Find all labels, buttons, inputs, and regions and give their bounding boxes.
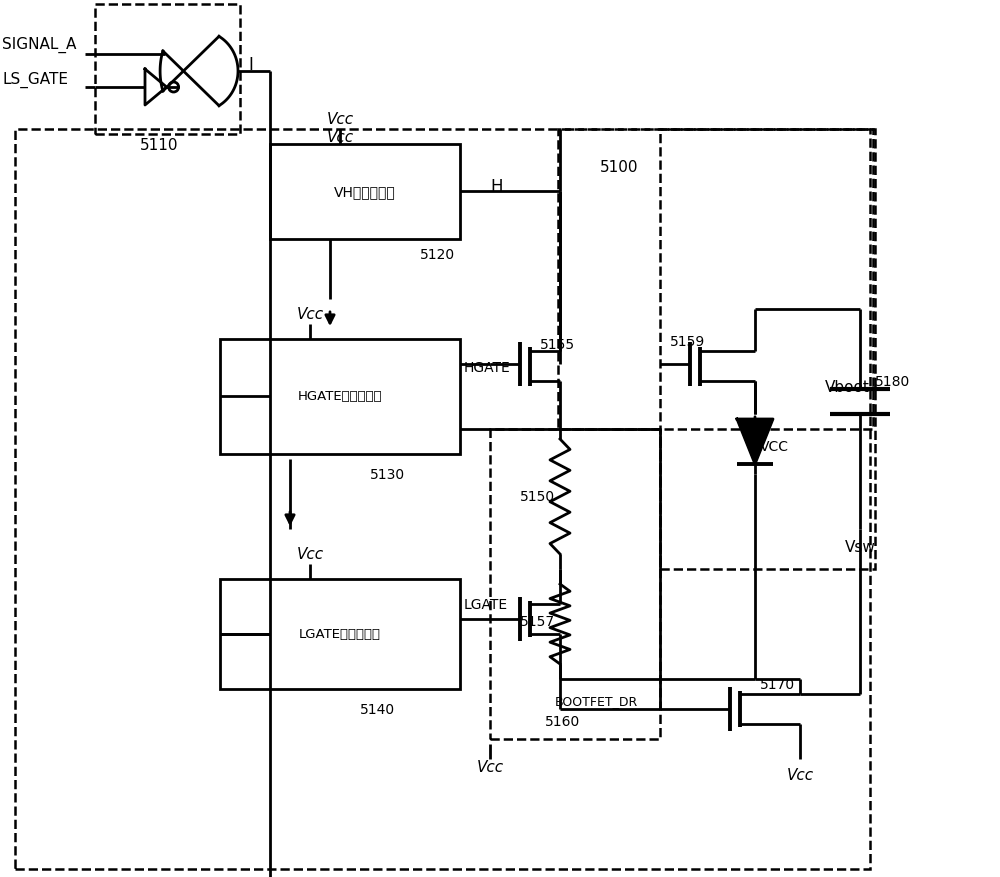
Bar <box>660 130 875 569</box>
Text: 5140: 5140 <box>360 702 395 717</box>
Bar <box>220 339 460 454</box>
Text: Vsw: Vsw <box>845 539 875 554</box>
Text: 5180: 5180 <box>875 374 910 389</box>
Text: 5170: 5170 <box>760 677 795 691</box>
Text: HGATE发生器电路: HGATE发生器电路 <box>298 390 382 403</box>
Text: SIGNAL_A: SIGNAL_A <box>2 37 76 53</box>
Bar <box>490 430 660 739</box>
Text: LGATE发生器电路: LGATE发生器电路 <box>299 627 381 639</box>
Text: 5120: 5120 <box>420 247 455 261</box>
Text: 5100: 5100 <box>600 160 639 175</box>
Text: Vcc: Vcc <box>326 130 354 145</box>
Text: 5130: 5130 <box>370 467 405 481</box>
Text: Vcc: Vcc <box>326 112 354 127</box>
Text: 5110: 5110 <box>140 138 178 153</box>
Bar <box>220 580 460 689</box>
Bar <box>95 5 240 135</box>
Bar <box>15 130 870 869</box>
Text: LS_GATE: LS_GATE <box>2 72 68 88</box>
Text: HGATE: HGATE <box>464 360 511 374</box>
Text: 5160: 5160 <box>545 714 580 728</box>
Text: 5159: 5159 <box>670 335 705 348</box>
Text: I: I <box>248 56 253 74</box>
Text: Vboot: Vboot <box>825 380 870 395</box>
Text: Vcc: Vcc <box>296 546 324 561</box>
Polygon shape <box>737 419 773 465</box>
Text: Vcc: Vcc <box>786 767 814 782</box>
Text: H: H <box>490 178 503 196</box>
Text: Vcc: Vcc <box>296 307 324 322</box>
Text: LGATE: LGATE <box>464 597 508 611</box>
Text: 5150: 5150 <box>520 489 555 503</box>
Text: 5157: 5157 <box>520 614 555 628</box>
Text: VCC: VCC <box>760 439 789 453</box>
Text: Vcc: Vcc <box>476 759 504 774</box>
Text: 5155: 5155 <box>540 338 575 352</box>
Bar <box>558 130 873 430</box>
Text: BOOTFET_DR: BOOTFET_DR <box>555 695 638 707</box>
Bar <box>270 145 460 239</box>
Text: VH发生器电路: VH发生器电路 <box>334 185 396 199</box>
